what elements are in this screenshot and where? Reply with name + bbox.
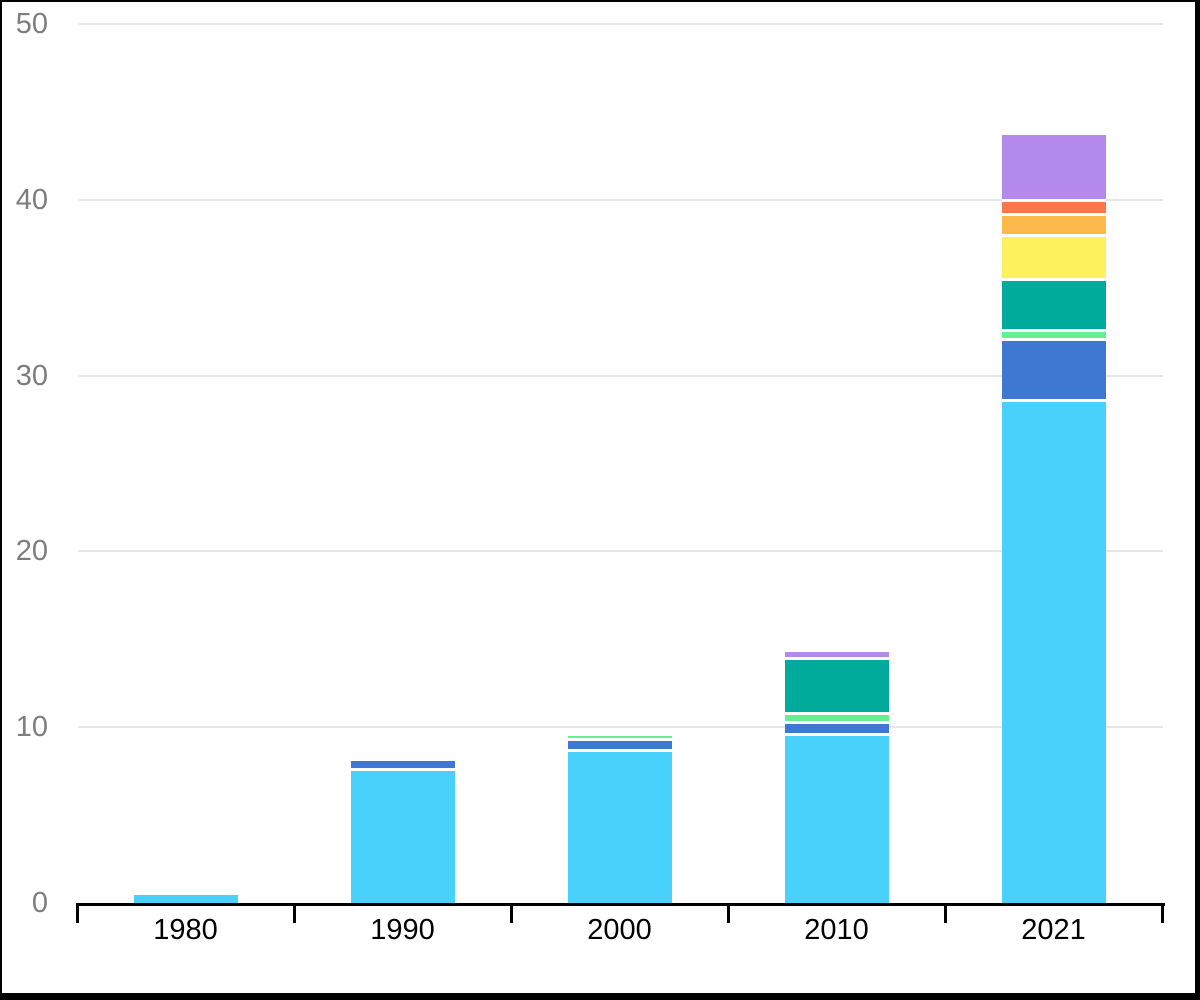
bar-2010-green-segment <box>784 714 889 724</box>
y-axis-label-10: 10 <box>15 711 48 744</box>
bar-2000-green-segment <box>567 736 672 742</box>
gridline-50 <box>78 23 1163 25</box>
bar-2010-purple-segment <box>784 651 889 661</box>
bar-2010-blue-segment <box>784 723 889 736</box>
y-axis-label-40: 40 <box>15 183 48 216</box>
bar-1990-cyan-segment <box>350 771 455 903</box>
x-axis-tick-2 <box>510 903 513 923</box>
gridline-10 <box>78 726 1163 729</box>
bar-2021-green-segment <box>1001 331 1106 341</box>
bar-1980 <box>133 2 238 903</box>
bar-2010 <box>784 2 889 903</box>
bar-1980-cyan-segment <box>133 895 238 903</box>
x-axis-label-2000: 2000 <box>587 914 652 946</box>
bar-2021-orange-segment <box>1001 215 1106 237</box>
bar-2021-red-segment <box>1001 201 1106 216</box>
bar-2000 <box>567 2 672 903</box>
bar-2000-blue-segment <box>567 741 672 752</box>
bar-1990 <box>350 2 455 903</box>
x-axis-tick-1 <box>293 903 296 923</box>
bar-1990-blue-segment <box>350 760 455 772</box>
bar-2010-cyan-segment <box>784 736 889 903</box>
x-axis-label-2021: 2021 <box>1021 914 1086 946</box>
bar-2021-blue-segment <box>1001 340 1106 402</box>
gridline-40 <box>78 198 1163 201</box>
bar-2000-cyan-segment <box>567 751 672 903</box>
x-axis-label-1990: 1990 <box>370 914 435 946</box>
y-axis-label-0: 0 <box>31 887 48 919</box>
x-axis-tick-3 <box>727 903 730 923</box>
x-axis-label-2010: 2010 <box>804 914 869 946</box>
bar-2021 <box>1001 2 1106 903</box>
x-axis-tick-0 <box>76 903 79 923</box>
gridline-20 <box>78 550 1163 553</box>
bar-2021-teal-segment <box>1001 280 1106 332</box>
x-axis-label-1980: 1980 <box>153 914 218 946</box>
bar-2021-purple-segment <box>1001 134 1106 202</box>
y-axis-label-50: 50 <box>15 8 48 40</box>
y-axis-label-30: 30 <box>15 359 48 392</box>
y-axis-label-20: 20 <box>15 535 48 568</box>
x-axis-tick-4 <box>944 903 947 923</box>
gridline-30 <box>78 374 1163 377</box>
bar-2021-yellow-segment <box>1001 236 1106 281</box>
x-axis-line <box>77 903 1165 906</box>
x-axis-tick-5 <box>1161 903 1164 923</box>
bar-2010-teal-segment <box>784 660 889 715</box>
bar-2021-cyan-segment <box>1001 402 1106 903</box>
